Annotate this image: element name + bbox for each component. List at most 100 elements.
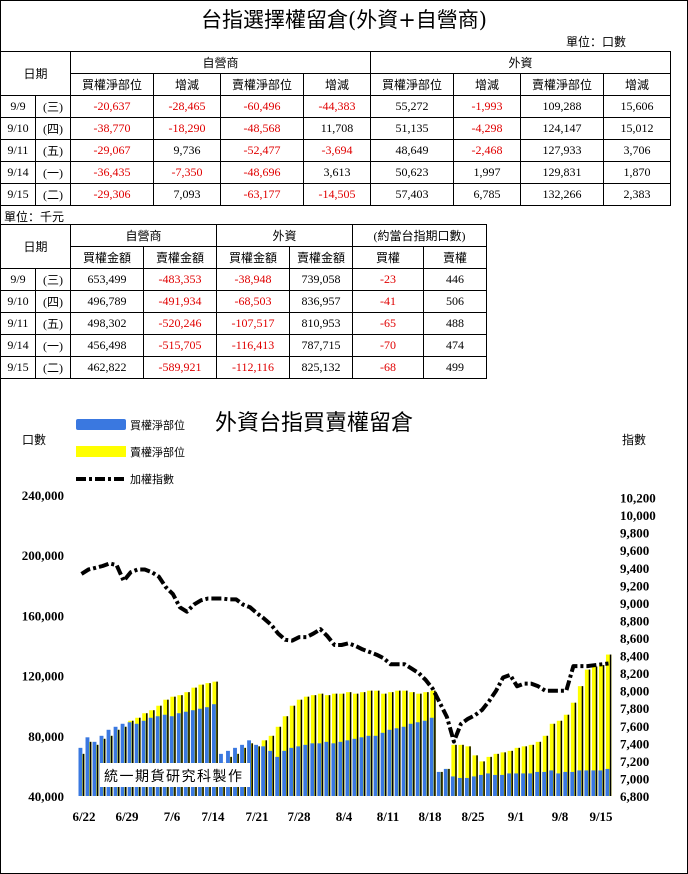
put-bar-shadow <box>448 768 450 796</box>
table-row: 9/9 (三) 653,499 -483,353 -38,948 739,058 -23 44… <box>0 268 487 291</box>
put-bar-shadow <box>560 720 563 796</box>
call-bar <box>310 743 315 796</box>
put-bar-shadow <box>89 741 92 796</box>
put-bar <box>570 702 577 796</box>
table-cell: 462,822 <box>70 356 144 379</box>
x-tick-label: 9/8 <box>552 809 569 824</box>
put-bar-shadow <box>399 690 401 796</box>
call-bar <box>422 720 427 796</box>
put-bar-shadow <box>314 695 317 796</box>
put-bar-shadow <box>525 746 527 796</box>
put-bar-shadow <box>258 746 260 796</box>
y2-tick-label: 9,200 <box>620 578 649 593</box>
x-tick-label: 8/4 <box>336 809 353 824</box>
put-bar-shadow <box>216 681 218 796</box>
put-bar-shadow <box>153 710 155 796</box>
y2-tick-label: 8,000 <box>620 684 649 699</box>
put-bar-shadow <box>434 690 436 796</box>
y2-tick-label: 7,400 <box>620 736 649 751</box>
call-bar <box>92 741 97 796</box>
call-bar <box>345 740 350 796</box>
put-bar-shadow <box>117 729 120 796</box>
call-bar <box>514 773 518 796</box>
call-bar <box>296 746 301 796</box>
y-axis: 40,000 80,000 120,000 160,000 200,000 240,000 <box>22 488 64 804</box>
put-bar-shadow <box>497 753 499 796</box>
call-bar <box>591 770 596 796</box>
put-bar-shadow <box>195 687 197 796</box>
call-bar <box>331 743 336 796</box>
y-tick-label: 200,000 <box>22 548 64 563</box>
x-axis: 6/22 6/29 7/6 7/14 7/21 7/28 8/4 8/11 8/18 8/25 9/… <box>72 809 613 824</box>
put-bar-shadow <box>406 690 408 796</box>
call-bar <box>78 747 83 796</box>
call-bar <box>577 770 582 796</box>
row-weekday: (一) <box>35 334 71 357</box>
put-bar-shadow <box>349 692 352 796</box>
date-header: 日期 <box>0 51 71 96</box>
table-row: 9/11 (五) -29,067 9,736 -52,477 -3,694 48,649 -2… <box>0 139 671 162</box>
call-bar <box>106 729 111 796</box>
column-header: 買權金額 <box>216 246 290 269</box>
y2-tick-label: 9,600 <box>620 543 649 558</box>
put-bar-shadow <box>532 744 535 796</box>
put-bar-shadow <box>307 696 310 796</box>
call-bar <box>598 770 603 796</box>
call-bar <box>387 729 392 796</box>
put-bar-shadow <box>181 695 183 796</box>
x-tick-label: 7/21 <box>245 809 268 824</box>
call-bar <box>457 777 462 796</box>
put-bar <box>514 747 521 796</box>
call-bar <box>282 750 287 796</box>
put-bar-shadow <box>209 683 211 796</box>
call-bar <box>155 716 160 796</box>
put-bar-shadow <box>174 696 176 796</box>
table-cell: -52,477 <box>220 139 304 162</box>
table-row: 9/10 (四) 496,789 -491,934 -68,503 836,957 -41 5… <box>0 290 487 313</box>
column-header: 增減 <box>303 73 371 96</box>
call-bar <box>352 738 357 796</box>
call-bar <box>436 771 441 796</box>
put-bar <box>451 744 457 796</box>
call-bar <box>183 711 188 796</box>
call-bar <box>127 722 132 796</box>
page-title: 台指選擇權留倉(外資+自營商) <box>201 8 487 32</box>
call-bar <box>359 737 364 796</box>
call-bar <box>254 744 259 796</box>
table-cell: -107,517 <box>216 312 290 335</box>
table-cell: -112,116 <box>216 356 290 379</box>
put-bar <box>556 720 563 796</box>
call-bar <box>443 768 448 796</box>
table1-unit: 單位：口數 <box>565 35 626 49</box>
y2-axis: 6,800 7,000 7,200 7,400 7,600 7,800 8,000 8,200… <box>620 491 656 804</box>
y-tick-label: 120,000 <box>22 669 64 684</box>
call-bar <box>190 710 195 796</box>
put-bar-shadow <box>539 741 542 796</box>
annotation-box <box>100 763 250 787</box>
put-bar-shadow <box>167 699 169 796</box>
put-bar <box>458 744 464 796</box>
table-cell: -63,177 <box>220 183 304 206</box>
call-bar <box>507 773 511 796</box>
call-bar <box>373 735 378 796</box>
row-weekday: (五) <box>35 139 71 162</box>
put-bar-shadow <box>132 720 134 796</box>
column-header: 賣權金額 <box>289 246 353 269</box>
put-bar <box>542 735 549 796</box>
row-weekday: (一) <box>35 161 71 184</box>
put-bar-shadow <box>511 750 513 796</box>
call-bar <box>570 771 575 796</box>
column-header: 賣權淨部位 <box>220 73 304 96</box>
column-header: 買權金額 <box>70 246 144 269</box>
call-bar <box>317 743 322 796</box>
x-tick-label: 8/18 <box>418 809 442 824</box>
put-bar-shadow <box>335 693 338 796</box>
row-date: 9/15 <box>0 356 36 379</box>
table-cell: 109,288 <box>520 95 604 118</box>
put-bar-shadow <box>420 693 422 796</box>
put-bar-shadow <box>441 771 443 796</box>
table-row: 9/14 (一) 456,498 -515,705 -116,413 787,715 -70… <box>0 334 487 357</box>
call-bar <box>169 716 174 796</box>
put-bar-shadow <box>384 693 387 796</box>
